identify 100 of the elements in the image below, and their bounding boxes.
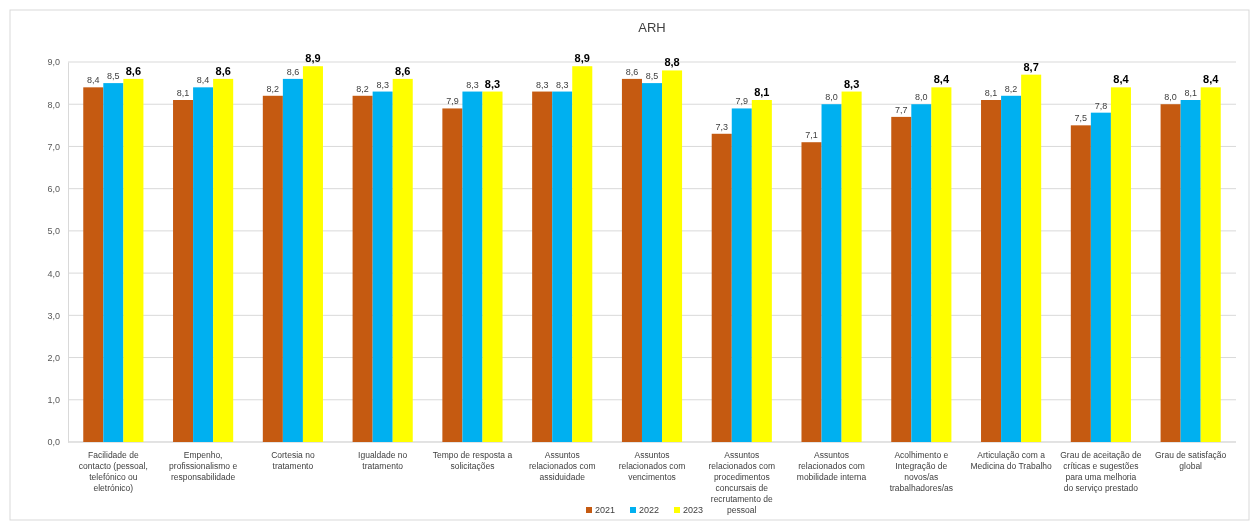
data-label: 8,6 xyxy=(625,66,639,77)
y-tick-label: 4,0 xyxy=(47,268,60,279)
bar xyxy=(821,104,842,442)
bar xyxy=(662,70,683,442)
legend-label: 2021 xyxy=(595,505,616,515)
data-label: 8,1 xyxy=(754,86,770,98)
bar xyxy=(193,87,214,442)
x-tick-label: Facilidade de contacto (pessoal, telefónico ou eletrónico) xyxy=(78,450,148,493)
data-label: 8,9 xyxy=(305,52,321,65)
data-label: 8,4 xyxy=(87,75,100,86)
data-label: 8,6 xyxy=(125,64,142,77)
bar xyxy=(621,78,642,442)
bar xyxy=(1180,100,1201,442)
bar xyxy=(572,66,593,442)
chart-title: ARH xyxy=(638,20,666,35)
data-label: 8,7 xyxy=(1023,60,1039,73)
x-tick-label: Assuntos relacionados com procedimentos concursais de recrutamento de pessoal xyxy=(708,450,776,515)
x-tick-label: Grau de aceitação de críticas e sugestões para uma melhoria do serviço prestado xyxy=(1060,450,1142,493)
bar xyxy=(911,104,932,442)
data-label: 8,3 xyxy=(484,77,501,90)
bar xyxy=(641,83,663,442)
bar xyxy=(1110,87,1131,442)
bar xyxy=(731,108,752,442)
bar xyxy=(1021,74,1042,442)
x-tick-label: Assuntos relacionados com vencimentos xyxy=(618,450,686,482)
bar xyxy=(442,108,463,442)
bar xyxy=(841,91,862,442)
data-label: 8,1 xyxy=(984,88,998,98)
y-tick-label: 8,0 xyxy=(47,99,60,110)
bar xyxy=(262,95,283,442)
data-label: 8,4 xyxy=(933,73,950,86)
bar xyxy=(1200,87,1221,442)
bar xyxy=(462,91,483,442)
x-tick-label: Empenho, profissionalismo e responsabilidade xyxy=(169,450,238,482)
data-label: 8,6 xyxy=(286,66,300,77)
data-label: 8,2 xyxy=(356,83,369,94)
data-label: 7,9 xyxy=(446,96,459,107)
bar xyxy=(123,78,144,442)
y-tick-label: 7,0 xyxy=(47,141,60,152)
x-tick-label: Igualdade no tratamento xyxy=(358,450,408,471)
data-label: 8,5 xyxy=(645,71,659,82)
data-label: 8,3 xyxy=(466,79,479,90)
data-label: 8,8 xyxy=(664,56,680,69)
data-label: 8,4 xyxy=(1113,73,1130,86)
bar xyxy=(1090,112,1111,442)
data-label: 8,4 xyxy=(1203,73,1220,86)
data-label: 7,3 xyxy=(715,121,728,132)
bar xyxy=(372,91,393,442)
x-tick-label: Assuntos relacionados com assiduidade xyxy=(528,450,596,482)
y-tick-label: 1,0 xyxy=(47,395,60,406)
bar xyxy=(1160,104,1181,442)
bar xyxy=(352,95,373,442)
bar xyxy=(532,91,553,442)
legend-label: 2022 xyxy=(639,505,660,515)
bar xyxy=(1001,95,1022,442)
data-label: 8,6 xyxy=(395,64,411,77)
data-label: 8,2 xyxy=(1004,83,1018,94)
y-tick-label: 9,0 xyxy=(47,57,60,68)
legend-label: 2023 xyxy=(683,505,704,515)
bar xyxy=(302,66,323,442)
y-tick-label: 3,0 xyxy=(47,310,60,321)
data-label: 7,5 xyxy=(1074,113,1088,124)
bar xyxy=(891,116,912,442)
x-tick-label: Articulação com a Medicina do Trabalho xyxy=(970,450,1053,471)
data-label: 7,8 xyxy=(1094,100,1108,111)
data-label: 8,4 xyxy=(196,75,210,86)
bar xyxy=(931,87,952,442)
bar xyxy=(213,78,234,442)
bar xyxy=(282,78,303,442)
data-label: 8,6 xyxy=(215,64,231,77)
y-tick-label: 5,0 xyxy=(47,226,60,237)
bar xyxy=(482,91,503,442)
data-label: 7,1 xyxy=(805,130,818,141)
bar xyxy=(711,133,732,442)
bar xyxy=(103,83,124,442)
y-tick-label: 2,0 xyxy=(47,352,60,363)
x-tick-label: Tempo de resposta a solicitações xyxy=(432,450,513,471)
data-label: 8,0 xyxy=(825,92,838,103)
x-tick-label: Acolhimento e Integração de novos/as trabalhadores/as xyxy=(889,450,953,493)
data-label: 7,7 xyxy=(895,104,908,115)
data-label: 8,1 xyxy=(176,88,190,98)
y-tick-label: 0,0 xyxy=(47,437,60,448)
data-label: 8,5 xyxy=(107,71,120,82)
x-tick-label: Cortesia no tratamento xyxy=(271,450,315,471)
bar xyxy=(173,100,194,442)
data-label: 8,9 xyxy=(574,52,590,65)
data-label: 8,1 xyxy=(1184,88,1197,98)
data-label: 8,3 xyxy=(376,79,389,90)
data-label: 8,3 xyxy=(535,79,549,90)
y-tick-label: 6,0 xyxy=(47,184,60,195)
data-label: 8,3 xyxy=(843,77,860,90)
x-tick-label: Assuntos relacionados com mobilidade interna xyxy=(796,450,867,482)
data-label: 8,0 xyxy=(915,92,928,103)
data-label: 7,9 xyxy=(735,96,749,107)
data-label: 8,2 xyxy=(266,83,280,94)
x-tick-label: Grau de satisfação global xyxy=(1154,450,1227,471)
bar xyxy=(552,91,573,442)
bar xyxy=(392,78,413,442)
bar xyxy=(1070,125,1091,442)
bar xyxy=(83,87,104,442)
